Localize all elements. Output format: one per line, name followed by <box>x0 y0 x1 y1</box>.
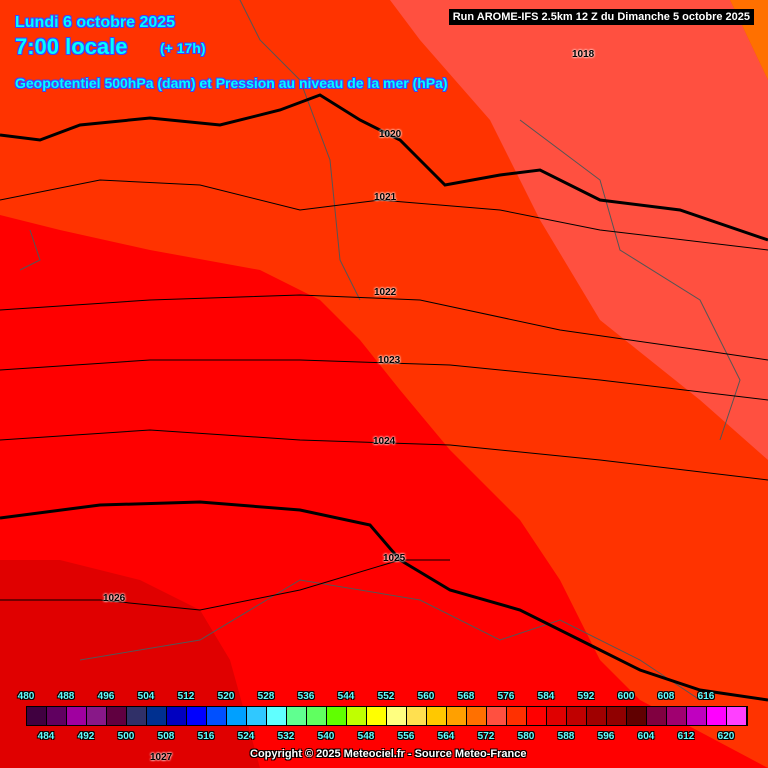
colorbar-top-label: 512 <box>177 691 195 702</box>
colorbar-bottom-label: 548 <box>357 731 375 742</box>
isobar-label: 1026 <box>103 593 126 604</box>
colorbar-bottom-label: 492 <box>77 731 95 742</box>
colorbar-bottom-label: 532 <box>277 731 295 742</box>
colorbar-top-label: 560 <box>417 691 435 702</box>
map-title: Geopotentiel 500hPa (dam) et Pression au… <box>15 75 448 91</box>
colorbar-top-label: 536 <box>297 691 315 702</box>
colorbar-bottom-label: 556 <box>397 731 415 742</box>
copyright: Copyright © 2025 Meteociel.fr - Source M… <box>250 748 527 760</box>
colorbar-swatch <box>127 707 147 725</box>
isobar-label: 1020 <box>379 129 402 140</box>
colorbar-swatch <box>347 707 367 725</box>
colorbar-top-label: 584 <box>537 691 555 702</box>
colorbar-swatch <box>387 707 407 725</box>
colorbar-swatch <box>647 707 667 725</box>
colorbar-top-label: 592 <box>577 691 595 702</box>
colorbar-swatch <box>567 707 587 725</box>
colorbar-bottom-label: 524 <box>237 731 255 742</box>
colorbar-swatch <box>447 707 467 725</box>
colorbar-top-label: 528 <box>257 691 275 702</box>
isobars <box>0 179 768 611</box>
isobar-label: 1021 <box>374 192 397 203</box>
colorbar-top-label: 576 <box>497 691 515 702</box>
colorbar <box>26 706 748 726</box>
colorbar-bottom-label: 612 <box>677 731 695 742</box>
colorbar-swatch <box>327 707 347 725</box>
colorbar-swatch <box>287 707 307 725</box>
colorbar-swatch <box>707 707 727 725</box>
isobar-label: 1025 <box>383 553 406 564</box>
colorbar-bottom-label: 572 <box>477 731 495 742</box>
isobar-label: 1022 <box>374 287 397 298</box>
colorbar-swatch <box>487 707 507 725</box>
colorbar-swatch <box>167 707 187 725</box>
colorbar-top-label: 496 <box>97 691 115 702</box>
colorbar-swatch <box>727 707 747 725</box>
colorbar-swatch <box>307 707 327 725</box>
colorbar-bottom-label: 540 <box>317 731 335 742</box>
isobar-label: 1024 <box>373 436 396 447</box>
forecast-time: 7:00 locale <box>15 34 128 59</box>
colorbar-swatch <box>587 707 607 725</box>
colorbar-swatch <box>607 707 627 725</box>
colorbar-swatch <box>667 707 687 725</box>
colorbar-top-label: 488 <box>57 691 75 702</box>
country-borders <box>19 0 741 701</box>
colorbar-top-label: 520 <box>217 691 235 702</box>
colorbar-swatch <box>187 707 207 725</box>
colorbar-swatch <box>407 707 427 725</box>
colorbar-bottom-label: 604 <box>637 731 655 742</box>
colorbar-bottom-label: 580 <box>517 731 535 742</box>
colorbar-swatch <box>27 707 47 725</box>
colorbar-bottom-label: 588 <box>557 731 575 742</box>
zone-572 <box>390 0 768 460</box>
forecast-lead: (+ 17h) <box>160 40 206 56</box>
colorbar-swatch <box>147 707 167 725</box>
colorbar-swatch <box>247 707 267 725</box>
colorbar-top-label: 504 <box>137 691 155 702</box>
colorbar-swatch <box>207 707 227 725</box>
isobar-label: 1018 <box>572 49 595 60</box>
colorbar-swatch <box>267 707 287 725</box>
colorbar-swatch <box>47 707 67 725</box>
colorbar-swatch <box>527 707 547 725</box>
colorbar-top-label: 616 <box>697 691 715 702</box>
colorbar-swatch <box>547 707 567 725</box>
colorbar-bottom-label: 596 <box>597 731 615 742</box>
colorbar-swatch <box>427 707 447 725</box>
colorbar-swatch <box>87 707 107 725</box>
colorbar-top-label: 544 <box>337 691 355 702</box>
colorbar-bottom-label: 516 <box>197 731 215 742</box>
colorbar-bottom-label: 564 <box>437 731 455 742</box>
colorbar-swatch <box>107 707 127 725</box>
colorbar-top-label: 552 <box>377 691 395 702</box>
colorbar-bottom-label: 620 <box>717 731 735 742</box>
colorbar-top-label: 480 <box>17 691 35 702</box>
isobar-label: 1027 <box>150 752 173 763</box>
forecast-date: Lundi 6 octobre 2025 <box>15 14 176 31</box>
isobar-label: 1023 <box>378 355 401 366</box>
colorbar-top-label: 568 <box>457 691 475 702</box>
colorbar-swatch <box>67 707 87 725</box>
colorbar-top-label: 600 <box>617 691 635 702</box>
colorbar-top-label: 608 <box>657 691 675 702</box>
thick-isobars <box>0 93 768 702</box>
colorbar-bottom-label: 484 <box>37 731 55 742</box>
colorbar-swatch <box>507 707 527 725</box>
colorbar-bottom-label: 508 <box>157 731 175 742</box>
run-info: Run AROME-IFS 2.5km 12 Z du Dimanche 5 o… <box>448 9 754 25</box>
colorbar-swatch <box>367 707 387 725</box>
colorbar-swatch <box>627 707 647 725</box>
colorbar-swatch <box>467 707 487 725</box>
colorbar-swatch <box>227 707 247 725</box>
colorbar-swatch <box>687 707 707 725</box>
colorbar-bottom-label: 500 <box>117 731 135 742</box>
